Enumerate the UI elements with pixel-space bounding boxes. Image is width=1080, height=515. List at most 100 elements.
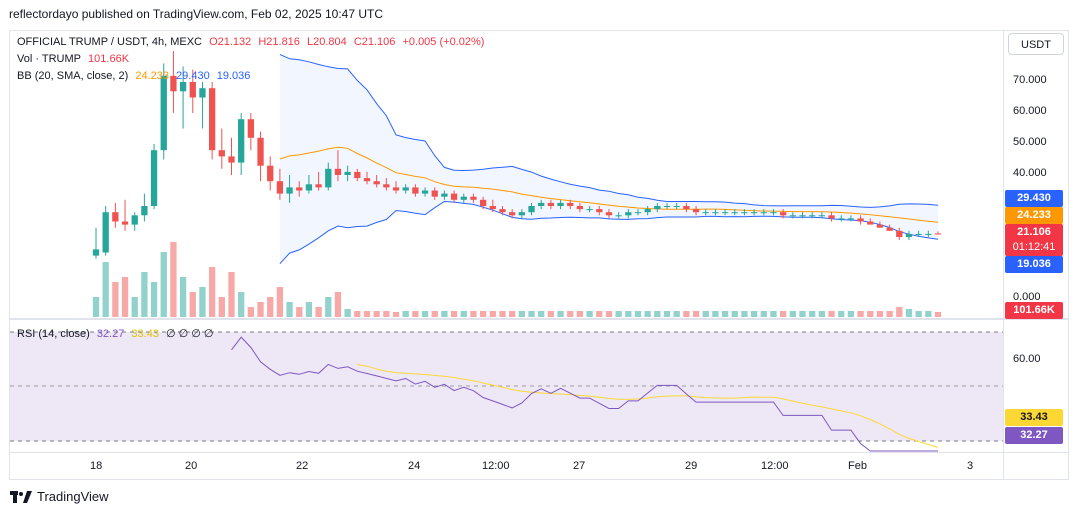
volume-bar <box>886 311 893 317</box>
volume-label[interactable]: Vol · TRUMP <box>17 53 81 65</box>
volume-bar <box>383 311 390 317</box>
volume-bar <box>741 311 748 317</box>
candle-body <box>518 212 525 216</box>
volume-bar <box>450 311 458 317</box>
volume-bar <box>305 302 313 317</box>
bb-lower-line <box>279 200 939 265</box>
symbol-name[interactable]: OFFICIAL TRUMP / USDT, 4h, MEXC <box>17 36 202 48</box>
volume-bar <box>567 311 574 317</box>
volume-bar <box>625 311 632 317</box>
volume-bar <box>538 311 545 317</box>
candle-body <box>663 206 671 207</box>
candle-body <box>112 212 119 222</box>
last-price-tag: 21.106 01:12:41 <box>1005 224 1063 256</box>
time-tick: 29 <box>685 460 698 472</box>
volume-bar <box>528 311 535 317</box>
candle-body <box>818 215 826 217</box>
volume-bar <box>915 311 922 317</box>
rsi-legend[interactable]: RSI (14, close) 32.27 33.43 ∅ ∅ ∅ ∅ <box>17 327 218 340</box>
candle-body <box>654 206 661 210</box>
volume-bar <box>276 287 284 317</box>
volume-bar <box>141 272 148 317</box>
bb-label[interactable]: BB (20, SMA, close, 2) <box>17 70 129 82</box>
volume-bar <box>325 297 332 317</box>
rsi-line <box>231 336 938 452</box>
candle-body <box>479 199 487 206</box>
candle-body <box>431 190 438 197</box>
candle-body <box>247 119 254 138</box>
time-tick: 12:00 <box>761 460 789 472</box>
volume-bar <box>218 297 225 317</box>
price-chart[interactable] <box>10 31 1004 318</box>
rsi-extra-values: ∅ ∅ ∅ ∅ <box>166 328 214 340</box>
candle-body <box>218 150 225 157</box>
candle-body <box>770 212 777 214</box>
candle-body <box>92 249 100 256</box>
candle-body <box>460 196 467 200</box>
volume-bar <box>818 311 826 317</box>
volume-bar <box>363 311 371 317</box>
bb-upper-line <box>279 53 939 208</box>
volume-bar <box>286 302 293 317</box>
candle-body <box>170 75 177 92</box>
volume-bar <box>112 282 119 317</box>
candle-body <box>576 206 584 210</box>
candle-body <box>470 196 477 200</box>
pane-divider[interactable] <box>10 318 1068 320</box>
volume-bar <box>750 311 758 317</box>
bb-fill <box>279 54 938 264</box>
candle-body <box>702 212 709 214</box>
volume-bar <box>828 311 835 317</box>
candle-body <box>305 184 313 191</box>
volume-bar <box>615 311 622 317</box>
volume-value: 101.66K <box>88 53 130 65</box>
candle-body <box>150 150 158 206</box>
candle-body <box>412 187 419 194</box>
candle-body <box>692 209 700 213</box>
candle-body <box>102 212 109 253</box>
bb-basis-line <box>279 146 939 223</box>
time-tick: 20 <box>185 460 198 472</box>
candle-body <box>828 215 835 219</box>
volume-bar <box>479 311 487 317</box>
volume-bar <box>760 311 767 317</box>
candle-body <box>499 209 506 213</box>
currency-button[interactable]: USDT <box>1008 33 1064 55</box>
volume-bar <box>460 311 467 317</box>
candle-body <box>315 184 322 188</box>
tradingview-logo[interactable]: TradingView <box>10 489 109 504</box>
publisher-line: reflectordayo published on TradingView.c… <box>9 7 384 21</box>
candle-body <box>838 218 845 220</box>
volume-bar <box>663 311 671 317</box>
open-value: O21.132 <box>209 36 252 48</box>
volume-bar <box>847 311 855 317</box>
volume-legend[interactable]: Vol · TRUMP 101.66K <box>17 53 133 65</box>
candle-body <box>712 212 719 214</box>
bb-legend[interactable]: BB (20, SMA, close, 2) 24.233 29.430 19.… <box>17 70 254 82</box>
time-axis[interactable]: 18 20 22 24 12:00 27 29 12:00 Feb 3 <box>10 452 1004 479</box>
candle-body <box>915 233 922 235</box>
volume-bar <box>518 311 525 317</box>
rsi-label[interactable]: RSI (14, close) <box>17 328 90 340</box>
volume-bar <box>605 311 613 317</box>
price-tick: 70.000 <box>1013 74 1047 86</box>
candle-body <box>731 212 738 214</box>
volume-bar <box>247 307 254 317</box>
rsi-chart[interactable] <box>10 320 1004 452</box>
last-price-value: 21.106 <box>1017 226 1051 238</box>
candle-body <box>876 224 884 228</box>
volume-bar <box>896 307 903 317</box>
symbol-legend[interactable]: OFFICIAL TRUMP / USDT, 4h, MEXC O21.132 … <box>17 36 488 48</box>
candle-body <box>721 212 729 214</box>
time-axis-separator <box>10 452 1068 453</box>
candle-body <box>363 178 371 182</box>
volume-bar <box>509 311 516 317</box>
volume-bar <box>934 312 942 317</box>
candle-body <box>121 221 129 225</box>
candle-body <box>547 202 555 206</box>
volume-bar <box>257 302 264 317</box>
bb-basis-value: 24.233 <box>135 70 169 82</box>
time-tick: 24 <box>408 460 421 472</box>
volume-bar <box>876 311 884 317</box>
volume-bar <box>238 292 245 317</box>
